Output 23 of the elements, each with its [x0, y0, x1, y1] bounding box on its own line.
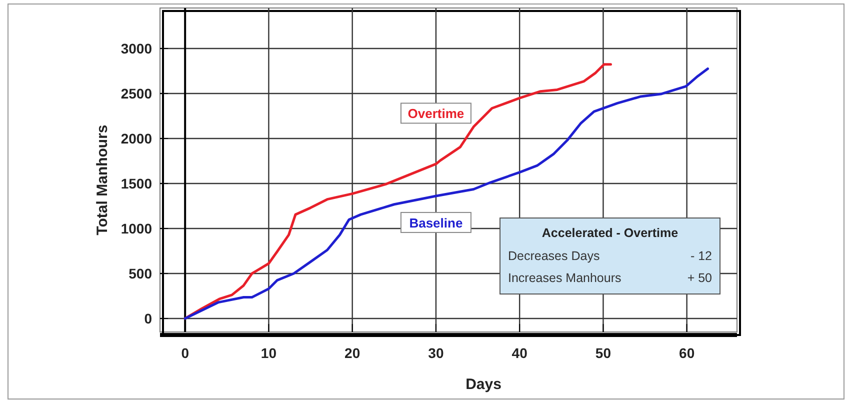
annotation: - 12	[690, 249, 712, 263]
x-tick-label: 0	[181, 345, 190, 361]
x-tick-label: 20	[344, 345, 360, 361]
x-tick-label: 50	[595, 345, 612, 361]
y-tick-label: 3000	[120, 40, 152, 56]
y-tick-label: 2500	[120, 86, 152, 102]
x-tick-label: 40	[512, 345, 528, 361]
series-label: Overtime	[408, 106, 464, 122]
y-axis-title: Total Manhours	[94, 124, 111, 236]
series-label: Baseline	[409, 215, 463, 230]
y-tick-label: 500	[128, 266, 152, 282]
annotation: + 50	[687, 271, 712, 285]
x-tick-label: 10	[260, 345, 277, 361]
x-tick-label: 30	[428, 345, 444, 361]
y-tick-label: 2000	[120, 130, 152, 146]
y-tick-label: 0	[144, 310, 152, 326]
annotation: Increases Manhours	[508, 271, 622, 285]
x-axis-title: Days	[466, 376, 502, 393]
y-tick-label: 1000	[120, 220, 152, 236]
annotation: Accelerated - Overtime	[542, 226, 678, 240]
x-tick-label: 60	[679, 345, 695, 361]
annotation: Decreases Days	[508, 249, 600, 263]
y-tick-label: 1500	[120, 176, 152, 192]
